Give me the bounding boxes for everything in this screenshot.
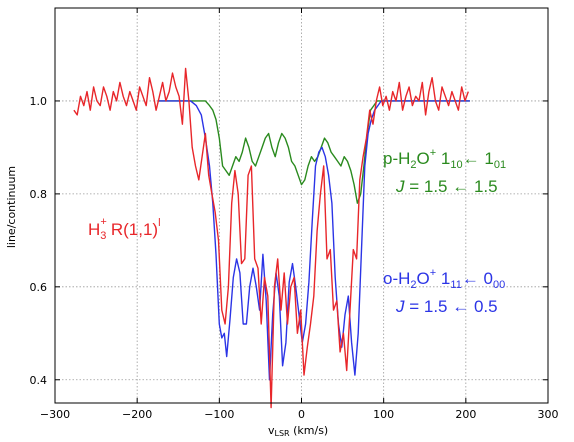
x-tick-label: 300 (538, 408, 559, 421)
y-tick-label: 0.8 (30, 188, 48, 201)
o-sup: + (430, 267, 436, 279)
o-sub-a: 2 (410, 279, 416, 291)
x-axis-label-unit: (km/s) (290, 424, 329, 437)
o-j-rest: = 1.5 ← 0.5 (405, 297, 498, 316)
series-line-p-h2oplus (157, 100, 470, 204)
series-line-h3plus (73, 67, 469, 409)
o-arrow: ← 0 (462, 269, 493, 288)
p-sup: + (430, 147, 436, 159)
p-sub-b: 10 (450, 159, 462, 171)
o-sub-c: 00 (493, 279, 505, 291)
y-tick-label: 0.6 (30, 281, 48, 294)
o-h2o-annotation: o-H2O+ 111← 000 (383, 267, 505, 291)
o-mid: O (417, 269, 430, 288)
x-tick-label: −100 (204, 408, 234, 421)
o-j: J (395, 297, 405, 316)
series-lines (73, 67, 470, 409)
y-tick-label: 1.0 (30, 95, 48, 108)
x-axis-label-v: v (268, 424, 275, 437)
o-sub-b: 11 (450, 279, 461, 291)
p-mid: O (417, 149, 430, 168)
h3-sub: 3 (100, 230, 106, 242)
x-axis-label: vLSR (km/s) (268, 424, 328, 438)
p-h2o-j-line: J = 1.5 ← 1.5 (395, 177, 498, 196)
h3-sup: + (100, 216, 106, 228)
p-space: 1 (436, 149, 450, 168)
x-tick-label: 100 (373, 408, 394, 421)
y-tick-label: 0.4 (30, 374, 48, 387)
h3-plus-annotation: H3 + R(1,1)l (88, 216, 161, 242)
o-prefix: o-H (383, 269, 410, 288)
p-sub-c: 01 (494, 159, 506, 171)
p-arrow: ← 1 (463, 149, 494, 168)
p-h2o-annotation: p-H2O+ 110← 101 (383, 147, 506, 171)
x-tick-label: −300 (40, 408, 70, 421)
p-sub-a: 2 (410, 159, 416, 171)
h3-main: H (88, 220, 100, 239)
p-j-rest: = 1.5 ← 1.5 (405, 177, 498, 196)
y-axis-label: line/continuum (5, 166, 18, 248)
series-line-o-h2oplus (157, 100, 470, 381)
h3-rest: R(1,1) (111, 220, 158, 239)
o-h2o-j-line: J = 1.5 ← 0.5 (395, 297, 498, 316)
x-tick-label: 0 (298, 408, 305, 421)
p-prefix: p-H (383, 149, 410, 168)
p-j: J (395, 177, 405, 196)
h3-sup2: l (158, 217, 160, 229)
o-space: 1 (436, 269, 450, 288)
grid-lines (55, 8, 548, 403)
x-tick-label: 200 (455, 408, 476, 421)
x-tick-label: −200 (122, 408, 152, 421)
x-axis-label-sub: LSR (275, 429, 291, 438)
